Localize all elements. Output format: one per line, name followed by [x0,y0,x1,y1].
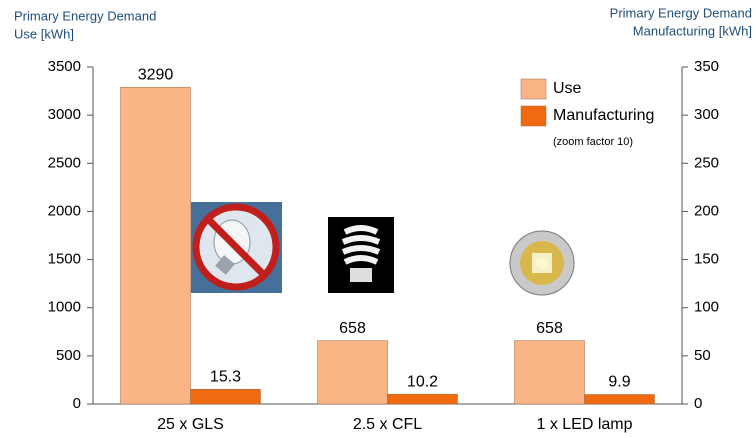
y-tick-label: 3000 [48,106,81,123]
y-tick-label: 500 [56,347,81,364]
bar [388,394,458,404]
data-label: 9.9 [608,374,630,391]
y2-tick-label: 300 [694,106,719,123]
led-icon [510,231,574,295]
x-tick-label: 1 x LED lamp [536,416,632,433]
y-tick-label: 0 [73,395,81,412]
legend-note: (zoom factor 10) [553,136,633,148]
y2-tick-label: 200 [694,202,719,219]
data-label: 15.3 [210,368,241,385]
y-axis-title: Use [kWh] [14,26,74,41]
y2-tick-label: 0 [694,395,702,412]
y2-axis-title: Manufacturing [kWh] [633,23,752,38]
y-tick-label: 1500 [48,251,81,268]
y2-tick-label: 150 [694,251,719,268]
data-label: 3290 [138,66,174,83]
gls-icon [191,202,282,293]
y2-tick-label: 50 [694,347,711,364]
y2-axis-title: Primary Energy Demand [610,5,752,20]
bar [585,394,655,404]
data-label: 10.2 [407,373,438,390]
legend-label: Manufacturing [553,107,654,124]
data-label: 658 [536,320,563,337]
legend-label: Use [553,80,582,97]
chart: Primary Energy Demand Use [kWh] Primary En… [0,0,756,438]
y-axis-title: Primary Energy Demand [14,8,156,23]
y2-tick-label: 250 [694,154,719,171]
data-label: 658 [339,320,366,337]
y2-tick-label: 100 [694,299,719,316]
y2-tick-label: 350 [694,58,719,75]
bar [318,341,388,404]
x-tick-label: 25 x GLS [157,416,224,433]
legend-swatch [521,106,546,126]
y-tick-label: 2000 [48,202,81,219]
x-tick-label: 2.5 x CFL [353,416,422,433]
y-tick-label: 1000 [48,299,81,316]
bar [121,87,191,404]
y-tick-label: 2500 [48,154,81,171]
bar [191,389,261,404]
y-tick-label: 3500 [48,58,81,75]
legend-swatch [521,79,546,99]
cfl-icon [328,217,394,293]
bar [515,341,585,404]
